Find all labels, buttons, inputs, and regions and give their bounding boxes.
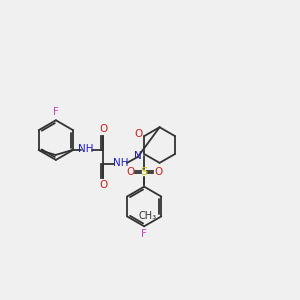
Text: O: O [154,167,162,177]
Text: NH: NH [77,144,93,154]
Text: O: O [134,129,142,139]
Text: O: O [99,124,107,134]
Text: NH: NH [113,158,129,168]
Text: CH₃: CH₃ [138,212,157,221]
Text: F: F [53,107,59,117]
Text: O: O [126,167,134,177]
Text: S: S [141,167,148,177]
Text: F: F [141,229,147,239]
Text: N: N [134,151,142,161]
Text: O: O [99,180,107,190]
